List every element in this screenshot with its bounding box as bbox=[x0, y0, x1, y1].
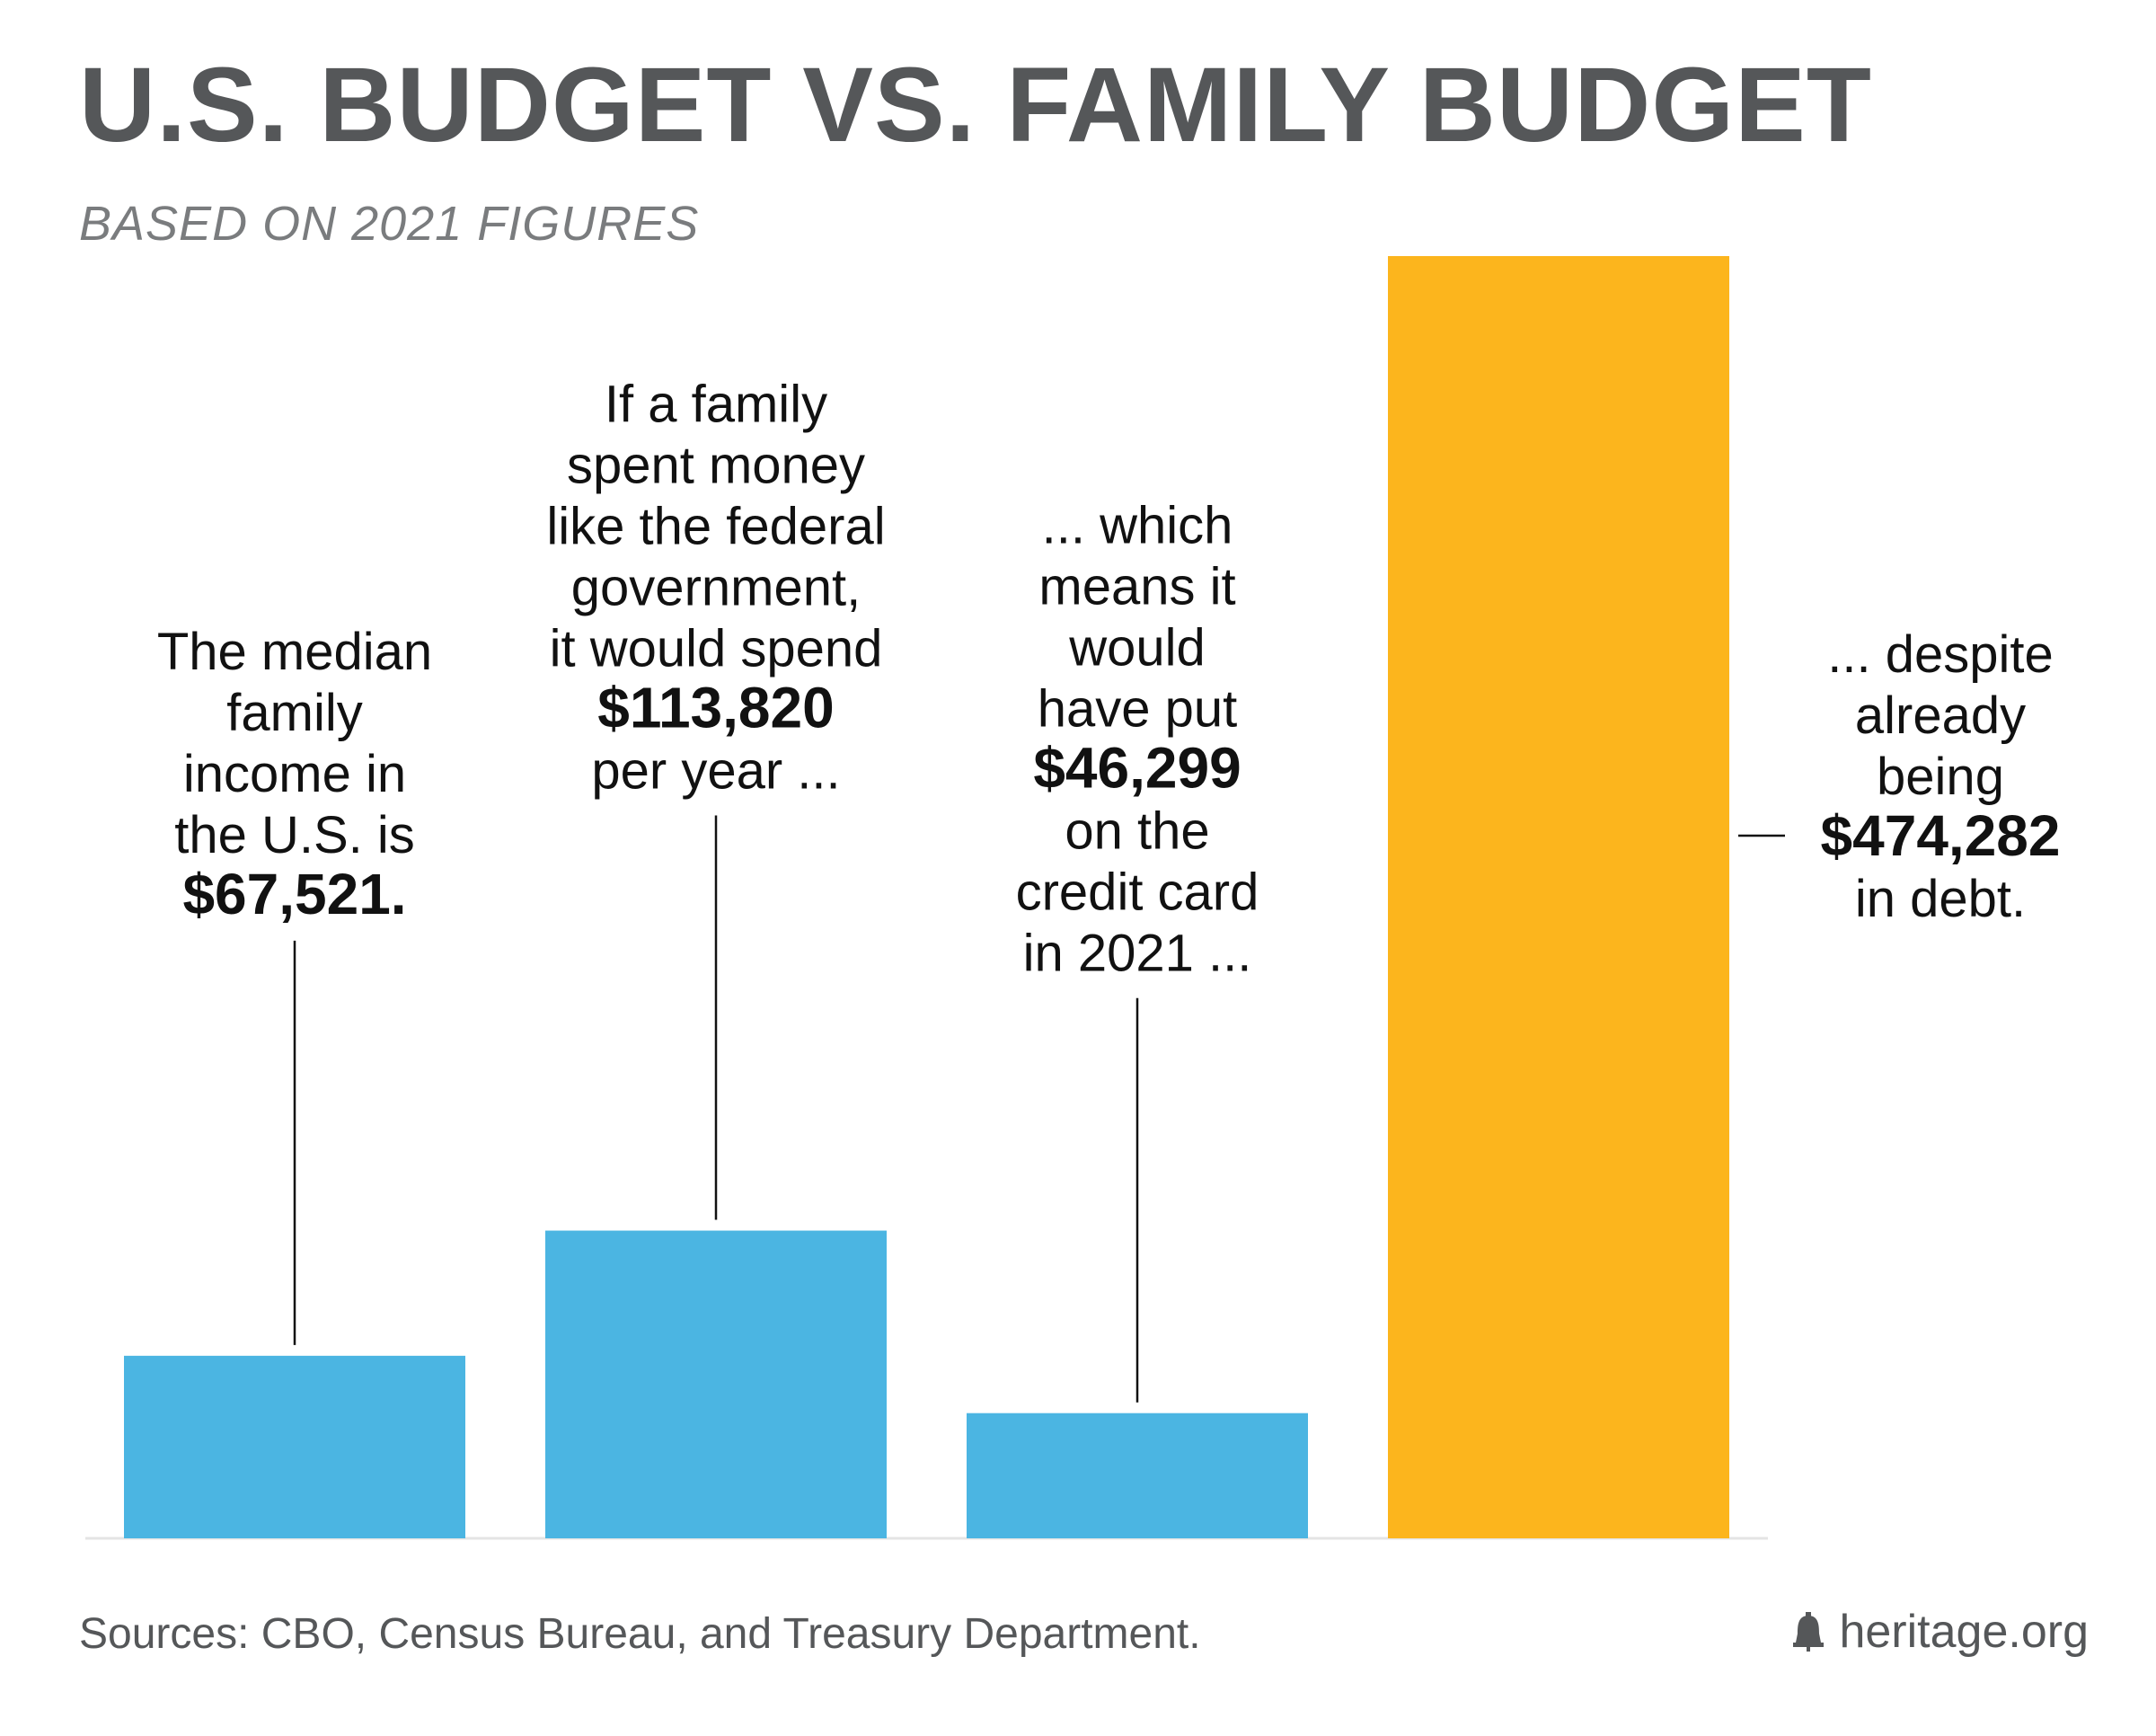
annotation-1-line-4: the U.S. is bbox=[174, 806, 415, 864]
bar-1 bbox=[124, 1355, 465, 1538]
annotation-3-line-5: $46,299 bbox=[1033, 736, 1241, 801]
annotation-3-line-3: would bbox=[1068, 619, 1206, 678]
annotation-2-line-2: spent money bbox=[567, 437, 865, 495]
bar-2 bbox=[545, 1230, 887, 1538]
annotation-1-line-3: income in bbox=[183, 745, 406, 803]
annotation-1-line-5: $67,521. bbox=[182, 862, 406, 926]
bar-3 bbox=[967, 1413, 1308, 1538]
annotation-1-line-1: The median bbox=[157, 623, 432, 681]
chart-title: U.S. BUDGET VS. FAMILY BUDGET bbox=[79, 46, 1872, 164]
brand-name: heritage.org bbox=[1839, 1606, 2089, 1658]
annotation-3-line-2: means it bbox=[1038, 558, 1235, 616]
brand-link[interactable]: heritage.org bbox=[1790, 1608, 2089, 1655]
annotation-3-line-8: in 2021 ... bbox=[1023, 925, 1252, 983]
annotation-2-line-4: government, bbox=[571, 559, 861, 617]
annotation-2-line-5: it would spend bbox=[550, 620, 883, 678]
annotation-2-line-3: like the federal bbox=[546, 498, 885, 556]
annotation-3-line-4: have put bbox=[1038, 680, 1238, 739]
annotation-4-line-2: already bbox=[1855, 686, 2026, 745]
annotation-3-line-1: ... which bbox=[1042, 497, 1233, 555]
annotation-3-line-6: on the bbox=[1065, 802, 1209, 861]
annotation-4-line-3: being bbox=[1877, 748, 2004, 806]
bar-4 bbox=[1388, 256, 1729, 1538]
annotation-4-line-4: $474,282 bbox=[1821, 803, 2061, 868]
sources-note: Sources: CBO, Census Bureau, and Treasur… bbox=[79, 1610, 1201, 1658]
annotation-2-line-7: per year ... bbox=[591, 742, 840, 801]
bars-layer bbox=[124, 256, 1729, 1538]
annotation-3-line-7: credit card bbox=[1016, 864, 1259, 922]
annotation-2-line-6: $113,820 bbox=[597, 676, 834, 740]
liberty-bell-icon bbox=[1793, 1612, 1825, 1652]
annotation-4-line-1: ... despite bbox=[1827, 625, 2053, 684]
annotation-1-line-2: family bbox=[226, 684, 362, 742]
annotation-2-line-1: If a family bbox=[605, 376, 827, 434]
chart-subtitle: BASED ON 2021 FIGURES bbox=[79, 197, 700, 251]
annotation-4-line-5: in debt. bbox=[1855, 870, 2026, 928]
